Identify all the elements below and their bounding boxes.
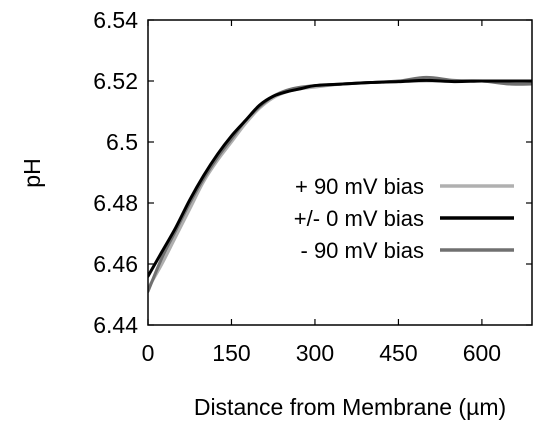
x-tick-label: 300 xyxy=(296,340,334,366)
plot-area-frame xyxy=(147,19,533,326)
y-tick-label: 6.46 xyxy=(93,251,138,277)
y-axis-title: pH xyxy=(19,158,45,187)
series-lines xyxy=(148,75,532,293)
y-tick-label: 6.48 xyxy=(93,190,138,216)
y-tick-label: 6.52 xyxy=(93,68,138,94)
x-tick-label: 0 xyxy=(142,340,155,366)
x-tick-label: 600 xyxy=(463,340,501,366)
x-axis-ticks: 0 150 300 450 600 xyxy=(142,20,501,366)
legend-label: - 90 mV bias xyxy=(301,238,425,263)
x-tick-label: 150 xyxy=(212,340,250,366)
x-axis-title: Distance from Membrane (µm) xyxy=(194,394,506,420)
y-tick-label: 6.5 xyxy=(106,129,138,155)
legend: + 90 mV bias +/- 0 mV bias - 90 mV bias xyxy=(294,174,514,263)
y-tick-label: 6.44 xyxy=(93,312,138,338)
y-axis-ticks: 6.44 6.46 6.48 6.5 6.52 6.54 xyxy=(93,7,532,338)
legend-label: + 90 mV bias xyxy=(295,174,424,199)
legend-label: +/- 0 mV bias xyxy=(294,206,424,231)
series-line-2 xyxy=(148,78,532,278)
x-tick-label: 450 xyxy=(379,340,417,366)
y-tick-label: 6.54 xyxy=(93,7,138,33)
